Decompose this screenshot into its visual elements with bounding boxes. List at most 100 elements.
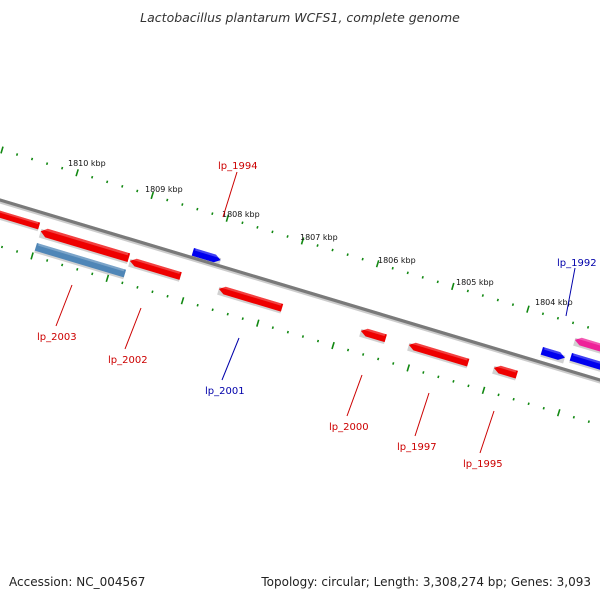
inner-scale-tick [392,362,395,365]
kbp-label: 1804 kbp [535,298,573,307]
inner-scale-tick [556,409,561,417]
kbp-label: 1809 kbp [145,185,183,194]
outer-scale-tick [45,162,49,166]
inner-scale-tick [422,371,425,374]
inner-scale-tick [346,348,350,352]
inner-scale-tick [241,317,244,321]
kbp-scale-labels: 1810 kbp 1809 kbp 1808 kbp 1807 kbp 1806 kbp… [68,159,573,307]
inner-scale-tick [15,250,19,253]
gene-callout-line [222,171,238,218]
inner-scale-tick [121,281,124,285]
outer-scale-tick [75,169,79,177]
inner-scale-tick [406,364,411,372]
gene-callout-line [221,337,240,381]
outer-scale-tick [511,303,515,307]
gene-label-lp_2002[interactable]: lp_2002 [108,355,148,366]
outer-scale-tick [571,321,575,325]
gene-lp_1992[interactable] [540,347,566,364]
outer-scale-tick [256,225,259,229]
gene-lp_2004[interactable] [0,210,41,232]
inner-scale-tick [512,397,515,401]
map-title: Lactobacillus plantarum WCFS1, complete … [140,10,460,25]
inner-scale-tick [30,252,34,260]
gene-label-lp_1992[interactable]: lp_1992 [557,258,597,269]
outer-scale-tick [421,275,424,279]
inner-scale-tick [211,308,214,312]
gene-lp_2000[interactable] [217,285,284,314]
gene-lp_1991[interactable] [569,353,600,372]
kbp-label: 1810 kbp [68,159,106,168]
inner-scale-tick [542,406,545,410]
inner-scale-tick [527,402,530,406]
inner-scale-tick [151,290,154,294]
outer-scale-tick [241,221,244,225]
inner-scale-tick [301,335,305,338]
inner-scale-tick [180,297,185,305]
outer-scale-tick [196,207,199,211]
inner-scale-tick [331,341,335,350]
gene-label-lp_1995[interactable]: lp_1995 [463,459,503,470]
inner-scale-tick [452,379,455,383]
outer-scale-tick [331,248,334,252]
kbp-label: 1805 kbp [456,278,494,287]
outer-scale-tick [496,298,499,302]
gene-lp_1997[interactable] [359,327,387,345]
outer-scale-tick [211,212,214,216]
backbone-line [0,198,600,382]
gene-label-lp_2003[interactable]: lp_2003 [37,332,77,343]
outer-scale-tick [0,146,4,154]
gene-features [0,210,600,381]
gene-block-steelblue[interactable] [34,243,127,280]
outer-scale-tick [391,266,394,270]
gene-label-lp_2001[interactable]: lp_2001 [205,386,245,397]
gene-callout-line [124,307,142,350]
outer-scale-tick [271,230,274,234]
inner-scale-tick [105,274,110,283]
gene-block-pink[interactable] [573,336,600,355]
outer-scale-tick [451,282,455,291]
kbp-label: 1808 kbp [222,210,260,219]
outer-scale-tick [286,235,289,238]
outer-scale-tick [15,153,19,156]
gene-label-lp_1994[interactable]: lp_1994 [218,161,258,172]
outer-scale-tick [121,184,124,188]
outer-scale-tick [150,191,155,200]
inner-scale-tick [61,263,64,267]
inner-scale-tick [587,420,590,424]
inner-scale-tick [286,330,289,334]
outer-scale-tick [361,257,364,261]
inner-scale-tick [166,294,169,298]
inner-scale-tick [316,339,320,343]
gene-lp_2001[interactable] [191,248,222,266]
outer-scale-tick [166,198,169,202]
gene-lp_1994[interactable] [492,364,518,381]
outer-scale-tick [106,180,109,184]
outer-scale-tick [556,316,560,320]
gene-label-lp_2000[interactable]: lp_2000 [329,422,369,433]
outer-scale-tick [541,312,545,316]
outer-scale-tick [466,289,469,293]
inner-scale-tick [136,285,139,289]
accession-text: Accession: NC_004567 [9,575,146,589]
genome-summary-text: Topology: circular; Length: 3,308,274 bp… [261,575,591,589]
gene-label-lp_1997[interactable]: lp_1997 [397,442,437,453]
gene-callout-line [479,410,495,454]
inner-scale-tick [0,245,4,249]
outer-scale-tick [136,189,139,193]
outer-scale-dots [0,146,590,329]
gene-lp_1995[interactable] [407,341,470,369]
gene-lp_2002[interactable] [128,257,182,282]
gene-labels: lp_2003 lp_2002 lp_2001 lp_2000 lp_1997 lp_19… [37,161,597,470]
inner-scale-tick [467,384,470,388]
inner-scale-tick [91,272,94,276]
inner-scale-tick [481,386,486,395]
outer-scale-tick [316,244,319,247]
inner-scale-tick [46,259,49,262]
inner-scale-tick [256,319,260,327]
inner-scale-tick [377,357,380,361]
gene-lp_2003[interactable] [38,227,131,264]
outer-scale-tick [375,260,380,268]
outer-scale-tick [346,253,349,257]
kbp-label: 1807 kbp [300,233,338,242]
